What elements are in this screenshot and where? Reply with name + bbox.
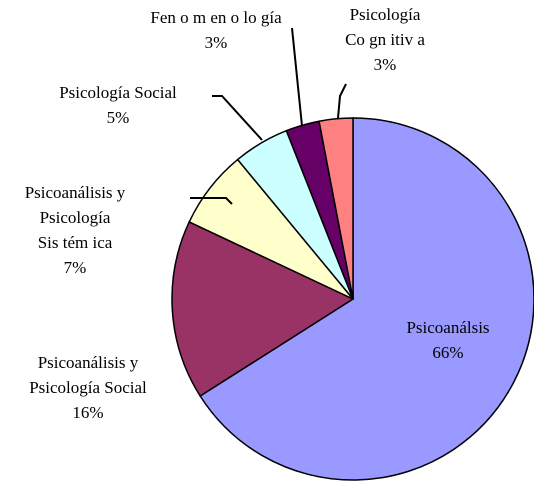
pie-slice: [318, 117, 354, 300]
leader-line: [337, 83, 347, 119]
leader-line: [291, 27, 303, 127]
slice-label: Psicología Social 5%: [59, 80, 177, 130]
value-label: 7%: [63, 258, 87, 277]
category-label: Psicoanálisis y Psicología Sis tém ica: [24, 183, 126, 252]
pie-slice: [199, 117, 534, 481]
leader-line: [190, 197, 233, 205]
leader-line: [212, 95, 263, 141]
slice-label: Psicoanálisis y Psicología Social 16%: [29, 350, 147, 425]
slice-label: Fen o m en o lo gía 3%: [150, 5, 281, 55]
pie-slice: [171, 220, 355, 398]
slice-label: Psicoanálsis 66%: [405, 315, 491, 365]
value-label: 3%: [204, 33, 228, 52]
slice-label: Psicología Co gn itiv a 3%: [345, 2, 425, 77]
value-label: 16%: [72, 403, 104, 422]
category-label: Psicología Co gn itiv a: [345, 5, 425, 49]
category-label: Psicoanálisis y Psicología Social: [29, 353, 147, 397]
slice-label: Psicoanálisis y Psicología Sis tém ica 7%: [25, 180, 126, 280]
category-label: Psicología Social: [59, 83, 177, 102]
category-label: Psicoanálsis: [406, 318, 490, 337]
value-label: 3%: [373, 55, 397, 74]
category-label: Fen o m en o lo gía: [150, 8, 282, 27]
leader-lines: [190, 27, 347, 205]
value-label: 5%: [106, 108, 130, 127]
value-label: 66%: [432, 343, 464, 362]
